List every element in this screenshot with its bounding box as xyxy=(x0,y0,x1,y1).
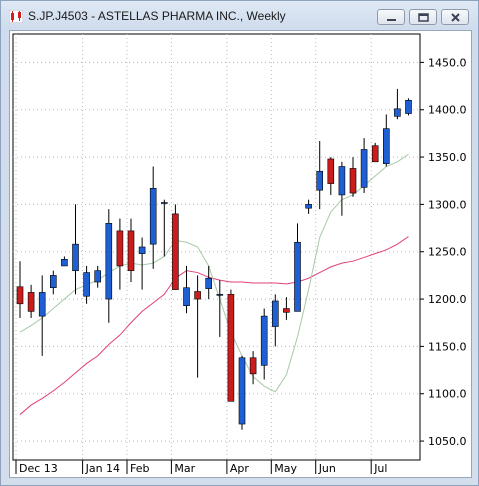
candle-up xyxy=(149,188,157,245)
y-tick-label: 1400.0 xyxy=(428,104,467,117)
candle-down xyxy=(371,145,379,163)
chart-area[interactable]: 1050.0 1100.0 1150.0 1200.0 1250.0 1300.0 1350… xyxy=(9,30,472,478)
candle-down xyxy=(227,294,235,402)
candle-up xyxy=(394,108,401,117)
title-bar[interactable]: S.JP.J4503 - ASTELLAS PHARMA INC., Weekl… xyxy=(1,1,478,31)
x-tick-label: Jul xyxy=(373,462,387,475)
candle-down xyxy=(327,158,335,184)
candle-down xyxy=(127,230,135,271)
y-tick-label: 1450.0 xyxy=(428,56,467,69)
y-tick-label: 1050.0 xyxy=(428,435,467,448)
close-button[interactable] xyxy=(441,9,469,25)
candle-up xyxy=(338,166,346,196)
candle-up xyxy=(405,99,412,114)
candle-up xyxy=(105,223,113,300)
minimize-icon xyxy=(387,19,396,21)
maximize-icon xyxy=(418,13,429,22)
x-tick-label: Dec 13 xyxy=(19,462,58,475)
candle-down xyxy=(116,230,124,267)
candle-down xyxy=(194,291,201,300)
y-tick-label: 1350.0 xyxy=(428,151,467,164)
candle-up xyxy=(216,294,224,296)
candle-up xyxy=(382,128,390,164)
candle-up xyxy=(205,277,212,289)
y-tick-label: 1250.0 xyxy=(428,246,467,259)
candle-up xyxy=(94,270,101,283)
candle-up xyxy=(61,259,68,267)
y-tick-label: 1300.0 xyxy=(428,198,467,211)
plot-area xyxy=(12,33,421,461)
window-title: S.JP.J4503 - ASTELLAS PHARMA INC., Weekl… xyxy=(28,9,286,23)
candle-up xyxy=(238,357,246,425)
candle-down xyxy=(249,357,257,375)
x-tick-label: Apr xyxy=(230,462,250,475)
x-tick-label: Jun xyxy=(318,462,336,475)
candle-up xyxy=(294,241,301,312)
y-tick-label: 1150.0 xyxy=(428,340,467,353)
x-tick-label: May xyxy=(274,462,297,475)
x-tick-label: Mar xyxy=(174,462,195,475)
candle-up xyxy=(49,275,57,289)
candle-up xyxy=(316,170,324,191)
maximize-button[interactable] xyxy=(409,9,437,25)
candlestick-chart-icon xyxy=(9,10,23,23)
candle-up xyxy=(38,292,46,317)
candle-down xyxy=(27,292,35,312)
candle-up xyxy=(305,204,312,209)
candlestick-chart[interactable]: 1050.0 1100.0 1150.0 1200.0 1250.0 1300.0 1350… xyxy=(10,31,471,477)
close-icon xyxy=(451,13,460,22)
candle-up xyxy=(271,300,279,327)
x-tick-label: Jan 14 xyxy=(85,462,120,475)
candle-up xyxy=(260,315,268,366)
candle-down xyxy=(172,213,179,290)
candle-up xyxy=(83,272,90,297)
candle-up xyxy=(183,287,190,306)
sma-long-line xyxy=(19,236,409,415)
candle-up xyxy=(161,202,168,204)
y-tick-label: 1200.0 xyxy=(428,293,467,306)
candle-up xyxy=(138,246,146,254)
x-tick-label: Feb xyxy=(130,462,149,475)
candle-down xyxy=(349,168,357,194)
candle-up xyxy=(72,243,79,271)
candle-up xyxy=(360,149,368,188)
y-tick-label: 1100.0 xyxy=(428,388,467,401)
minimize-button[interactable] xyxy=(377,9,405,25)
candle-down xyxy=(16,286,24,305)
candle-down xyxy=(283,308,290,313)
